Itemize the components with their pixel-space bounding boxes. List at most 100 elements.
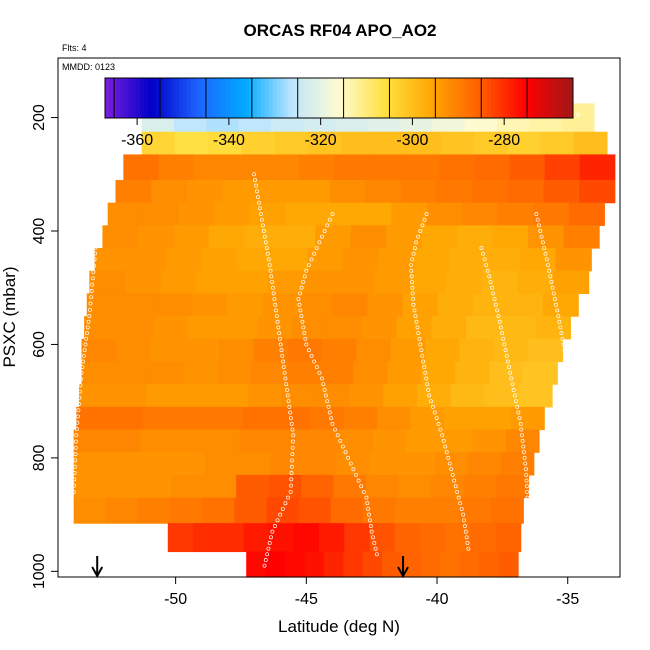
heatmap-cell <box>544 154 581 181</box>
track-point <box>524 478 529 483</box>
track-point <box>500 331 505 336</box>
y-tick-label: 800 <box>31 444 48 471</box>
heatmap-cell <box>106 452 141 476</box>
heatmap-cell <box>492 225 529 249</box>
track-point <box>481 251 485 256</box>
heatmap-cell <box>73 497 107 524</box>
track-point <box>411 302 416 307</box>
heatmap-cell <box>477 406 512 431</box>
colorbar-swatch <box>202 78 207 118</box>
x-tick-label: -45 <box>295 591 318 608</box>
heatmap-cell <box>112 384 148 408</box>
colorbar-swatch <box>417 78 422 118</box>
x-tick-label: -35 <box>556 591 579 608</box>
colorbar-swatch <box>218 78 223 118</box>
heatmap-cell <box>507 131 542 156</box>
heatmap-cell <box>298 497 332 524</box>
heatmap-cell <box>160 270 197 294</box>
heatmap-cell <box>439 429 474 453</box>
colorbar-swatch <box>128 78 133 118</box>
heatmap-cell <box>505 429 540 453</box>
heatmap-cell <box>84 316 120 340</box>
track-point <box>269 535 273 540</box>
heatmap-cell <box>81 361 117 385</box>
heatmap-cell <box>435 452 469 476</box>
track-point <box>266 546 271 551</box>
colorbar-swatch <box>452 78 457 118</box>
colorbar-swatch <box>198 78 203 118</box>
track-point <box>495 308 500 313</box>
heatmap-cell <box>78 384 114 408</box>
track-point <box>74 433 79 438</box>
heatmap-cell <box>209 406 245 431</box>
heatmap-cell <box>390 338 426 363</box>
heatmap-cell <box>201 248 238 272</box>
heatmap-cell <box>350 225 387 249</box>
colorbar-tick-label: -360 <box>121 132 153 149</box>
colorbar-swatch <box>116 78 122 118</box>
heatmap-cell <box>115 361 151 385</box>
heatmap-cell <box>329 179 366 204</box>
heatmap-cell <box>322 338 357 363</box>
heatmap-cell <box>468 452 502 476</box>
track-point <box>444 450 449 455</box>
track-point <box>426 387 431 392</box>
colorbar-swatch <box>311 78 317 118</box>
track-point <box>78 389 82 394</box>
track-point <box>450 472 455 477</box>
heatmap-cell <box>535 316 571 340</box>
heatmap-cell <box>410 406 445 431</box>
colorbar-swatch <box>307 78 313 118</box>
arrow-head <box>397 566 409 579</box>
track-point <box>290 452 295 457</box>
track-point <box>512 393 517 398</box>
track-point <box>286 399 291 404</box>
track-point <box>322 229 327 233</box>
track-point <box>556 314 561 319</box>
track-point <box>523 461 528 466</box>
track-point <box>263 558 268 562</box>
heatmap-cell <box>141 131 176 156</box>
heatmap-cell <box>419 523 446 553</box>
track-point <box>482 257 487 262</box>
heatmap-cell <box>410 270 447 294</box>
track-point <box>446 455 451 460</box>
heatmap-cell <box>440 551 461 578</box>
colorbar-swatch <box>397 78 402 118</box>
track-point <box>443 444 448 449</box>
track-point <box>282 370 287 375</box>
heatmap-cell <box>568 202 605 226</box>
track-point <box>289 477 294 482</box>
heatmap-cell <box>497 202 534 226</box>
colorbar-swatch <box>510 78 515 118</box>
colorbar-swatch <box>179 78 184 118</box>
heatmap-cell <box>367 293 404 317</box>
heatmap-cell <box>425 338 461 363</box>
colorbar-swatch <box>537 78 543 118</box>
track-point <box>425 382 430 387</box>
track-point <box>373 546 378 551</box>
track-point <box>78 383 83 388</box>
heatmap-cell <box>239 429 274 453</box>
track-point <box>526 518 531 523</box>
track-point <box>434 416 439 421</box>
colorbar-swatch <box>436 78 441 118</box>
heatmap-cell <box>237 452 272 476</box>
track-point <box>75 420 80 425</box>
heatmap-cell <box>203 474 237 499</box>
track-point <box>270 285 275 290</box>
track-point <box>492 297 497 302</box>
colorbar-swatch <box>541 78 547 118</box>
heatmap-cell <box>149 361 185 385</box>
track-point <box>325 399 330 404</box>
track-point <box>83 342 88 347</box>
track-point <box>270 280 275 284</box>
colorbar-swatch <box>300 78 305 118</box>
heatmap-cell <box>183 361 219 385</box>
heatmap-cell <box>462 202 499 226</box>
heatmap-cell <box>249 202 286 226</box>
track-point <box>528 535 532 540</box>
colorbar-swatch <box>444 78 449 118</box>
heatmap-cell <box>246 551 267 578</box>
track-point <box>261 229 266 233</box>
